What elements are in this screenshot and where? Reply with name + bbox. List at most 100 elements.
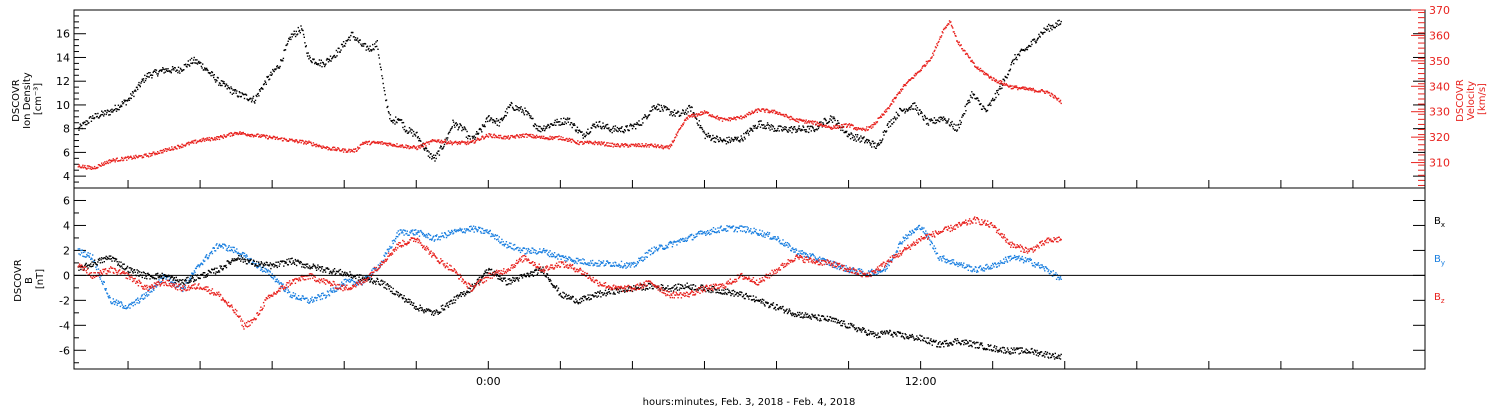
bx-point xyxy=(96,264,98,266)
by-point xyxy=(626,266,628,268)
by-point xyxy=(637,262,639,264)
bx-point xyxy=(175,276,177,279)
ion-density-point xyxy=(844,130,847,133)
ion-density-point xyxy=(320,59,322,61)
bx-point xyxy=(247,260,250,262)
velocity-point xyxy=(1042,90,1044,92)
velocity-point xyxy=(626,143,628,146)
by-point xyxy=(434,239,436,241)
velocity-point xyxy=(466,142,468,144)
bx-point xyxy=(127,270,129,273)
by-point xyxy=(876,270,879,273)
by-point xyxy=(920,228,922,230)
by-point xyxy=(447,234,449,237)
ion-density-point xyxy=(953,123,955,125)
velocity-point xyxy=(231,132,233,135)
velocity-point xyxy=(128,157,130,160)
bx-point xyxy=(215,271,217,273)
velocity-point xyxy=(286,140,289,142)
by-point xyxy=(523,247,526,249)
ion-density-point xyxy=(523,114,526,116)
velocity-point xyxy=(606,145,609,147)
velocity-point xyxy=(471,140,473,143)
by-point xyxy=(479,226,481,229)
by-point xyxy=(700,233,702,235)
velocity-point xyxy=(1037,91,1040,93)
bx-point xyxy=(219,265,221,267)
velocity-point xyxy=(568,137,571,140)
by-point xyxy=(343,279,345,281)
velocity-point xyxy=(766,109,769,111)
by-point xyxy=(193,273,195,275)
by-point xyxy=(119,301,121,304)
ion-density-point xyxy=(967,102,970,104)
by-point xyxy=(447,230,450,232)
velocity-point xyxy=(532,137,535,139)
velocity-point xyxy=(676,134,678,137)
by-point xyxy=(396,232,398,234)
ion-density-point xyxy=(442,147,444,149)
velocity-point xyxy=(173,148,175,150)
velocity-point xyxy=(550,137,553,139)
ion-density-point xyxy=(149,72,151,74)
velocity-point xyxy=(600,141,603,143)
by-point xyxy=(387,250,390,252)
ion-density-point xyxy=(510,101,512,104)
velocity-point xyxy=(867,129,869,131)
by-point xyxy=(404,230,407,232)
velocity-point xyxy=(458,142,460,144)
bx-point xyxy=(230,261,232,264)
ion-density-point xyxy=(117,104,120,106)
ion-density-point xyxy=(579,130,581,132)
velocity-point xyxy=(961,48,964,50)
by-point xyxy=(117,300,120,302)
by-point xyxy=(525,248,527,250)
ion-density-point xyxy=(199,61,201,64)
ion-density-point xyxy=(1052,24,1054,27)
velocity-point xyxy=(703,112,705,115)
velocity-point xyxy=(434,140,437,142)
ion-density-point xyxy=(167,68,169,70)
ion-density-point xyxy=(327,58,329,60)
ion-density-point xyxy=(255,94,257,97)
velocity-point xyxy=(181,143,183,145)
ion-density-point xyxy=(661,108,664,111)
ion-density-point xyxy=(135,90,137,92)
ion-density-point xyxy=(204,67,206,69)
velocity-point xyxy=(825,124,827,126)
ion-density-point xyxy=(1033,38,1036,40)
by-point xyxy=(220,245,223,247)
ion-density-point xyxy=(252,97,254,99)
by-point xyxy=(774,236,776,238)
by-point xyxy=(860,268,863,271)
by-point xyxy=(680,238,682,240)
ion-density-point xyxy=(243,97,246,100)
ion-density-point xyxy=(403,128,405,131)
ion-density-point xyxy=(944,119,947,122)
by-point xyxy=(181,287,183,289)
velocity-point xyxy=(672,140,675,142)
by-point xyxy=(395,235,398,238)
by-point xyxy=(237,251,239,254)
by-point xyxy=(638,257,640,259)
ion-density-point xyxy=(904,110,907,113)
ion-density-point xyxy=(362,45,365,47)
velocity-point xyxy=(619,146,621,148)
by-point xyxy=(762,235,764,238)
ion-density-point xyxy=(761,124,764,126)
bx-point xyxy=(248,261,250,263)
ion-density-point xyxy=(88,117,91,119)
ion-density-point xyxy=(216,80,218,82)
ion-density-point xyxy=(744,138,746,140)
velocity-point xyxy=(266,135,268,137)
velocity-point xyxy=(987,74,989,76)
ion-density-point xyxy=(130,93,132,95)
velocity-point xyxy=(369,143,372,145)
velocity-point xyxy=(971,59,973,62)
bx-point xyxy=(131,270,134,273)
velocity-point xyxy=(459,143,461,145)
ion-density-point xyxy=(494,122,497,124)
velocity-point xyxy=(983,73,985,75)
by-point xyxy=(654,247,657,250)
ion-density-point xyxy=(205,69,207,71)
